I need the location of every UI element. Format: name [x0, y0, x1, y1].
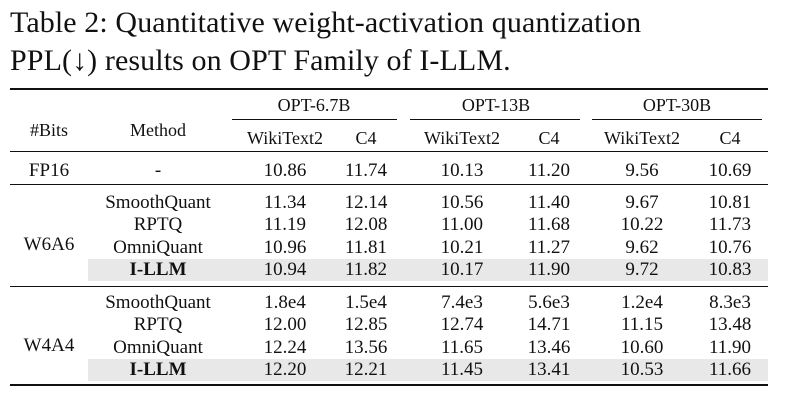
value-cell: 14.71 — [527, 314, 571, 335]
method-cell: SmoothQuant — [105, 192, 211, 213]
value-cell: 13.46 — [527, 337, 571, 358]
value-cell: 10.53 — [620, 359, 664, 380]
highlight-row-w6a6-illm — [88, 259, 768, 281]
value-cell: 10.60 — [620, 337, 664, 358]
header-model-opt-13b: OPT-13B — [461, 95, 531, 115]
header-model-opt-6-7b: OPT-6.7B — [277, 95, 351, 115]
method-cell: RPTQ — [133, 214, 183, 235]
value-cell: 12.74 — [440, 314, 484, 335]
value-cell: 12.14 — [344, 192, 388, 213]
header-bits: #Bits — [29, 120, 69, 140]
value-cell: 10.69 — [708, 160, 752, 181]
cmidrule-opt-30b — [592, 119, 762, 120]
cmidrule-opt-6-7b — [232, 119, 397, 120]
value-cell: 10.56 — [440, 192, 484, 213]
value-cell: 10.76 — [708, 237, 752, 258]
value-cell: 11.73 — [708, 214, 752, 235]
value-cell: 12.85 — [344, 314, 388, 335]
value-cell: 11.15 — [620, 314, 664, 335]
caption-line-2: PPL(↓) results on OPT Family of I-LLM. — [10, 44, 511, 77]
value-cell: 12.21 — [344, 359, 388, 380]
value-cell: 5.6e3 — [528, 292, 570, 313]
value-cell: 10.13 — [440, 160, 484, 181]
value-cell: 11.66 — [708, 359, 752, 380]
fp16-rule — [10, 184, 768, 185]
method-cell: I-LLM — [129, 259, 187, 280]
method-cell: SmoothQuant — [105, 292, 211, 313]
header-dataset: WikiText2 — [424, 128, 500, 148]
w6a6-rule — [10, 286, 768, 287]
header-dataset: C4 — [538, 128, 560, 148]
group-bits-label: FP16 — [28, 160, 70, 181]
value-cell: 11.20 — [527, 160, 571, 181]
value-cell: 11.40 — [527, 192, 571, 213]
value-cell: 7.4e3 — [441, 292, 483, 313]
top-rule — [10, 88, 768, 90]
value-cell: 8.3e3 — [709, 292, 751, 313]
value-cell: 11.82 — [344, 259, 388, 280]
value-cell: 1.2e4 — [621, 292, 663, 313]
method-cell: - — [154, 160, 162, 181]
bottom-rule — [10, 384, 768, 386]
method-cell: OmniQuant — [113, 237, 203, 258]
value-cell: 11.74 — [344, 160, 388, 181]
value-cell: 11.90 — [527, 259, 571, 280]
value-cell: 9.67 — [625, 192, 659, 213]
value-cell: 9.62 — [625, 237, 659, 258]
value-cell: 12.00 — [263, 314, 307, 335]
value-cell: 13.56 — [344, 337, 388, 358]
method-cell: RPTQ — [133, 314, 183, 335]
value-cell: 10.83 — [708, 259, 752, 280]
method-cell: OmniQuant — [113, 337, 203, 358]
value-cell: 10.81 — [708, 192, 752, 213]
value-cell: 11.00 — [440, 214, 484, 235]
value-cell: 11.34 — [263, 192, 307, 213]
value-cell: 9.56 — [625, 160, 659, 181]
value-cell: 10.21 — [440, 237, 484, 258]
highlight-row-w4a4-illm — [88, 359, 768, 381]
value-cell: 11.19 — [263, 214, 307, 235]
value-cell: 9.72 — [625, 259, 659, 280]
value-cell: 13.41 — [527, 359, 571, 380]
value-cell: 10.17 — [440, 259, 484, 280]
header-dataset: C4 — [355, 128, 377, 148]
value-cell: 11.90 — [708, 337, 752, 358]
value-cell: 11.81 — [344, 237, 388, 258]
value-cell: 10.86 — [263, 160, 307, 181]
caption-line-1: Table 2: Quantitative weight-activation … — [10, 6, 642, 39]
value-cell: 10.94 — [263, 259, 307, 280]
value-cell: 12.24 — [263, 337, 307, 358]
cmidrule-opt-13b — [410, 119, 580, 120]
group-bits-label: W4A4 — [23, 335, 75, 356]
value-cell: 11.27 — [527, 237, 571, 258]
value-cell: 13.48 — [708, 314, 752, 335]
value-cell: 12.20 — [263, 359, 307, 380]
header-rule — [10, 151, 768, 152]
header-model-opt-30b: OPT-30B — [642, 95, 712, 115]
value-cell: 11.65 — [440, 337, 484, 358]
group-bits-label: W6A6 — [23, 234, 75, 255]
header-dataset: C4 — [719, 128, 741, 148]
value-cell: 1.5e4 — [345, 292, 387, 313]
value-cell: 11.45 — [440, 359, 484, 380]
header-dataset: WikiText2 — [604, 128, 680, 148]
value-cell: 12.08 — [344, 214, 388, 235]
header-method: Method — [130, 120, 186, 140]
value-cell: 10.96 — [263, 237, 307, 258]
header-dataset: WikiText2 — [247, 128, 323, 148]
method-cell: I-LLM — [129, 359, 187, 380]
table-caption: Table 2: Quantitative weight-activation … — [10, 4, 785, 80]
value-cell: 10.22 — [620, 214, 664, 235]
value-cell: 1.8e4 — [264, 292, 306, 313]
value-cell: 11.68 — [527, 214, 571, 235]
